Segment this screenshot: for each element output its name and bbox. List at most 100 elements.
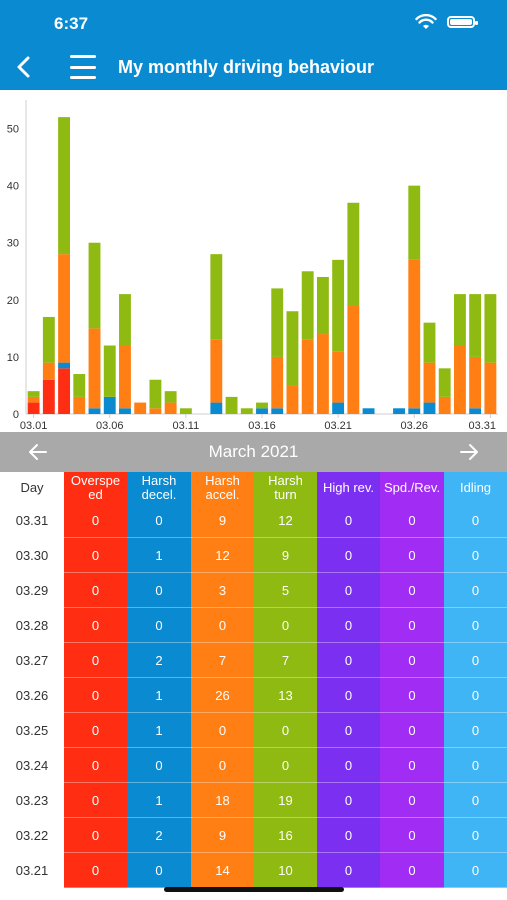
value-cell-high_rev: 0: [317, 573, 380, 608]
value-cell-idling: 0: [444, 643, 507, 678]
bar-segment-harsh_accel: [408, 259, 421, 409]
previous-month-button[interactable]: [26, 440, 50, 464]
value-cell-idling: 0: [444, 678, 507, 713]
table-row: 03.31 0 0 9 12 0 0 0: [0, 503, 507, 538]
x-tick-label: 03.16: [248, 420, 276, 432]
value-cell-high_rev: 0: [317, 503, 380, 538]
status-time: 6:37: [54, 14, 89, 33]
bar-segment-harsh_turn: [301, 271, 314, 340]
page-title: My monthly driving behaviour: [118, 57, 375, 77]
bar-segment-harsh_decel: [393, 408, 405, 414]
bar-segment-harsh_turn: [332, 259, 345, 352]
value-cell-harsh_decel: 1: [127, 678, 191, 713]
bar-segment-harsh_decel: [332, 402, 345, 414]
value-cell-harsh_accel: 26: [191, 678, 254, 713]
value-cell-harsh_turn: 19: [254, 783, 317, 818]
table-row: 03.25 0 1 0 0 0 0 0: [0, 713, 507, 748]
column-header-harsh_decel: Harsh decel.: [127, 472, 191, 503]
bar-segment-harsh_turn: [149, 379, 162, 409]
day-cell: 03.24: [15, 758, 49, 773]
table-header: Day Overspe ed Harsh decel. Harsh accel. Har…: [0, 472, 507, 503]
value-cell-high_rev: 0: [317, 818, 380, 853]
table-row: 03.26 0 1 26 13 0 0 0: [0, 678, 507, 713]
bar-segment-harsh_turn: [408, 185, 421, 260]
value-cell-harsh_turn: 16: [254, 818, 317, 853]
table-row: 03.27 0 2 7 7 0 0 0: [0, 643, 507, 678]
value-cell-overspeed: 0: [64, 748, 127, 783]
value-cell-spd_rev: 0: [380, 853, 444, 888]
row-divider: [0, 537, 507, 538]
bar-segment-harsh_turn: [438, 368, 451, 397]
column-header-idling: Idling: [444, 472, 507, 503]
bar-segment-harsh_accel: [73, 396, 86, 414]
bar-segment-harsh_turn: [210, 254, 223, 340]
value-cell-high_rev: 0: [317, 538, 380, 573]
value-cell-overspeed: 0: [64, 643, 127, 678]
bar-segment-harsh_accel: [286, 385, 299, 414]
menu-icon-line: [70, 65, 96, 69]
value-cell-idling: 0: [444, 608, 507, 643]
day-cell: 03.23: [15, 793, 49, 808]
day-cell: 03.26: [15, 688, 49, 703]
value-cell-high_rev: 0: [317, 853, 380, 888]
value-cell-harsh_turn: 0: [254, 608, 317, 643]
bar-segment-harsh_accel: [316, 334, 329, 414]
value-cell-harsh_accel: 0: [191, 608, 254, 643]
value-cell-overspeed: 0: [64, 783, 127, 818]
value-cell-high_rev: 0: [317, 713, 380, 748]
bar-segment-harsh_decel: [256, 408, 268, 414]
bar-segment-harsh_decel: [469, 408, 482, 414]
value-cell-harsh_decel: 0: [127, 853, 191, 888]
value-cell-harsh_decel: 0: [127, 503, 191, 538]
bar-segment-harsh_accel: [58, 254, 71, 363]
value-cell-harsh_accel: 9: [191, 818, 254, 853]
x-tick-label: 03.11: [173, 420, 200, 432]
table-row: 03.30 0 1 12 9 0 0 0: [0, 538, 507, 573]
row-divider: [0, 712, 507, 713]
menu-icon-line: [70, 55, 96, 58]
value-cell-harsh_decel: 0: [127, 748, 191, 783]
bar-segment-harsh_decel: [362, 408, 375, 414]
bar-segment-overspeed: [58, 368, 71, 414]
y-tick-label: 20: [7, 295, 19, 307]
next-month-button[interactable]: [457, 440, 481, 464]
value-cell-harsh_turn: 10: [254, 853, 317, 888]
bar-segment-harsh_turn: [286, 311, 299, 386]
value-cell-spd_rev: 0: [380, 573, 444, 608]
value-cell-harsh_decel: 1: [127, 538, 191, 573]
table-row: 03.28 0 0 0 0 0 0 0: [0, 608, 507, 643]
value-cell-harsh_accel: 14: [191, 853, 254, 888]
day-cell: 03.31: [15, 513, 49, 528]
value-cell-idling: 0: [444, 818, 507, 853]
value-cell-harsh_turn: 7: [254, 643, 317, 678]
value-cell-harsh_turn: 13: [254, 678, 317, 713]
back-button[interactable]: [10, 52, 36, 82]
y-tick-label: 30: [7, 238, 19, 250]
value-cell-idling: 0: [444, 573, 507, 608]
bar-segment-harsh_accel: [332, 351, 345, 403]
bar-segment-harsh_accel: [164, 402, 177, 414]
value-cell-harsh_turn: 0: [254, 748, 317, 783]
value-cell-spd_rev: 0: [380, 678, 444, 713]
value-cell-spd_rev: 0: [380, 538, 444, 573]
bar-segment-harsh_decel: [408, 408, 421, 414]
value-cell-spd_rev: 0: [380, 783, 444, 818]
bar-segment-harsh_decel: [58, 362, 71, 369]
day-cell: 03.30: [15, 548, 49, 563]
value-cell-high_rev: 0: [317, 643, 380, 678]
value-cell-harsh_decel: 1: [127, 783, 191, 818]
value-cell-spd_rev: 0: [380, 818, 444, 853]
value-cell-harsh_accel: 0: [191, 713, 254, 748]
bar-segment-harsh_decel: [210, 402, 223, 414]
bar-segment-harsh_accel: [119, 345, 131, 409]
value-cell-harsh_turn: 0: [254, 713, 317, 748]
menu-icon-line: [70, 76, 96, 79]
y-tick-label: 10: [7, 352, 19, 364]
bar-segment-harsh_decel: [119, 408, 131, 414]
bar-segment-harsh_turn: [58, 117, 71, 255]
x-tick-label: 03.31: [468, 420, 496, 432]
bar-segment-harsh_accel: [484, 362, 497, 414]
bar-segment-harsh_turn: [423, 322, 436, 363]
menu-button[interactable]: [70, 55, 96, 79]
bar-segment-harsh_accel: [438, 396, 451, 414]
